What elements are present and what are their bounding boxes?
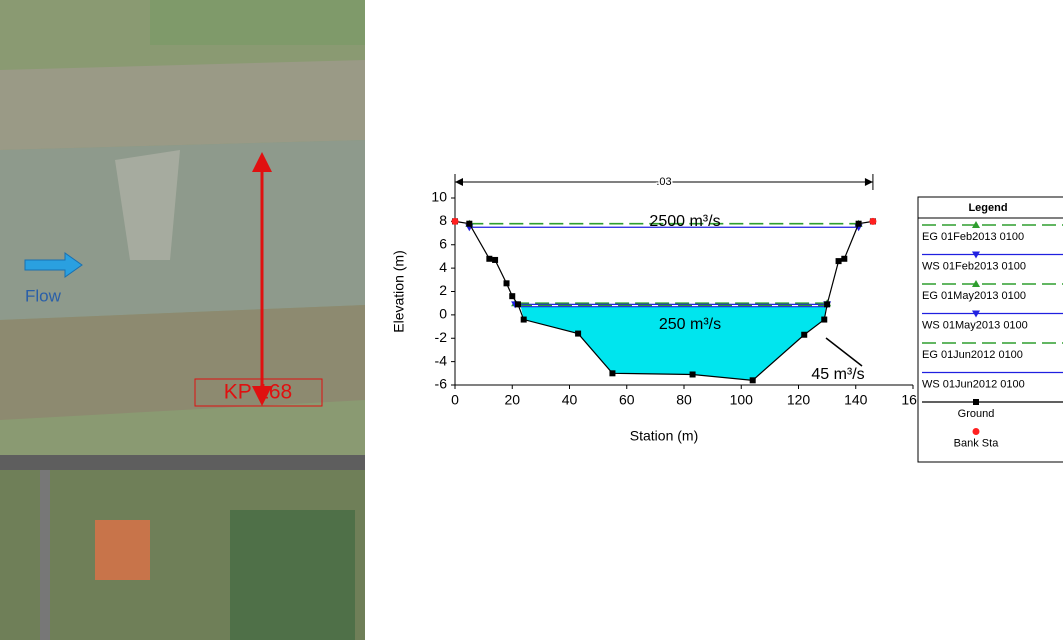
marker	[973, 399, 979, 405]
y-tick-label: 0	[439, 306, 447, 322]
marker	[609, 370, 615, 376]
legend-label: EG 01Feb2013 0100	[922, 231, 1024, 243]
road	[0, 455, 365, 470]
marker-label: KP 168	[224, 381, 293, 404]
y-tick-label: -2	[435, 329, 448, 345]
legend-label: WS 01May2013 0100	[922, 319, 1028, 331]
x-tick-label: 140	[844, 392, 868, 408]
legend-label: EG 01Jun2012 0100	[922, 349, 1023, 361]
marker	[521, 317, 527, 323]
marker	[466, 221, 472, 227]
marker	[836, 258, 842, 264]
marker	[486, 256, 492, 262]
x-tick-label: 100	[730, 392, 754, 408]
roughness-label: .03	[656, 176, 671, 188]
marker	[515, 301, 521, 307]
aerial-photo: KP 168 Flow	[0, 0, 365, 640]
flow-annotation: 250 m³/s	[659, 316, 721, 333]
marker	[821, 317, 827, 323]
y-tick-label: -6	[435, 376, 448, 392]
y-axis-label: Elevation (m)	[391, 250, 407, 332]
paddy	[230, 510, 355, 640]
legend-label: WS 01Jun2012 0100	[922, 378, 1025, 390]
roof	[95, 520, 150, 580]
x-tick-label: 0	[451, 392, 459, 408]
legend-label: EG 01May2013 0100	[922, 290, 1026, 302]
flow-label: Flow	[25, 286, 62, 305]
marker	[492, 257, 498, 263]
y-tick-label: -4	[435, 352, 448, 368]
legend-title: Legend	[968, 202, 1007, 214]
marker	[824, 301, 830, 307]
annotation-leader	[826, 338, 862, 366]
marker	[869, 218, 876, 225]
marker	[973, 428, 980, 435]
marker	[575, 331, 581, 337]
x-axis-label: Station (m)	[630, 428, 698, 444]
marker	[452, 218, 459, 225]
bank	[0, 305, 365, 420]
y-tick-label: 10	[431, 189, 447, 205]
marker	[504, 280, 510, 286]
flow-annotation: 45 m³/s	[811, 366, 864, 383]
y-tick-label: 2	[439, 282, 447, 298]
y-tick-label: 4	[439, 259, 447, 275]
legend-label: Ground	[958, 408, 995, 420]
page: KP 168 Flow 020406080100120140160-6-4-20…	[0, 0, 1063, 640]
y-tick-label: 6	[439, 235, 447, 251]
legend-label: WS 01Feb2013 0100	[922, 260, 1026, 272]
x-tick-label: 20	[504, 392, 520, 408]
x-tick-label: 60	[619, 392, 635, 408]
x-tick-label: 80	[676, 392, 692, 408]
x-tick-label: 40	[562, 392, 578, 408]
marker	[509, 293, 515, 299]
legend-label: Bank Sta	[954, 437, 1000, 449]
marker	[801, 332, 807, 338]
marker	[841, 256, 847, 262]
marker	[750, 377, 756, 383]
marker	[856, 221, 862, 227]
marker	[690, 371, 696, 377]
x-tick-label: 120	[787, 392, 811, 408]
lane	[40, 470, 50, 640]
flow-annotation: 2500 m³/s	[649, 213, 720, 230]
field	[150, 0, 365, 45]
embankment	[0, 60, 365, 150]
y-tick-label: 8	[439, 212, 447, 228]
